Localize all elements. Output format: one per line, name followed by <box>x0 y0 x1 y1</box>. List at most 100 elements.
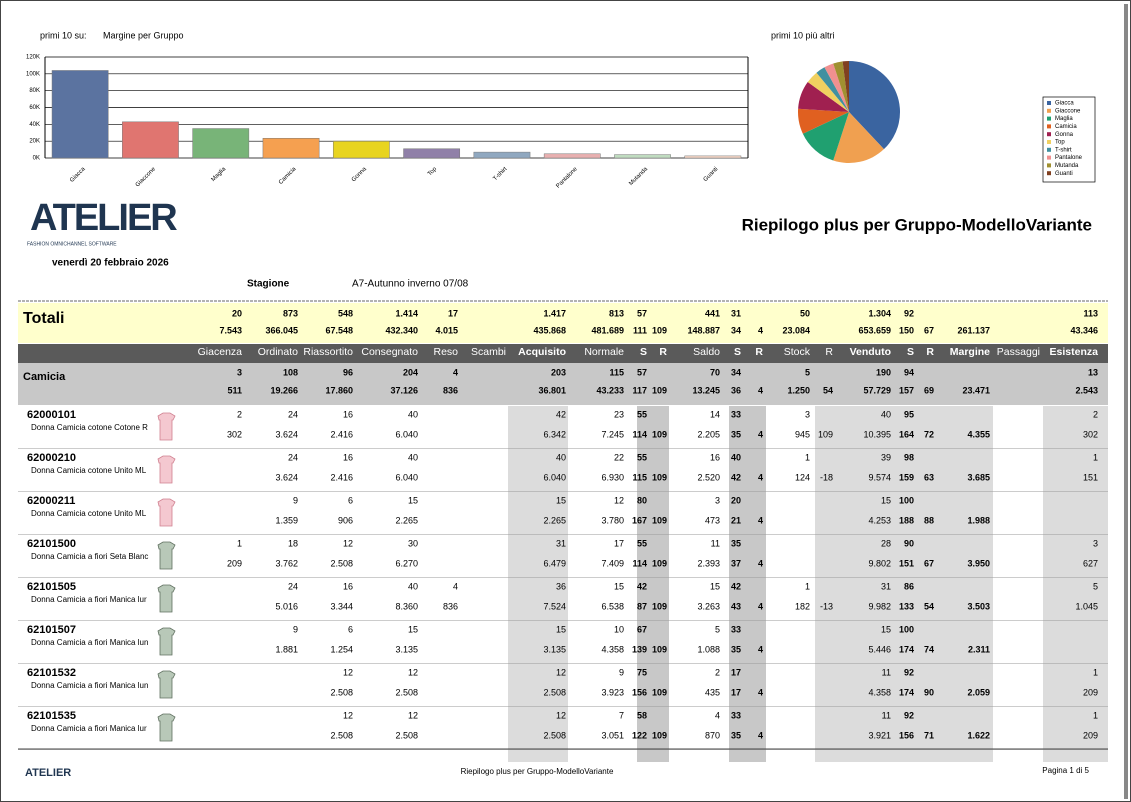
table-cell: 302 <box>1083 429 1098 439</box>
table-cell: 653.659 <box>858 325 891 335</box>
table-cell: 435 <box>705 687 720 697</box>
bar <box>684 155 742 159</box>
column-header: S <box>640 346 647 358</box>
table-cell: 3 <box>805 409 810 419</box>
table-cell: 90 <box>904 538 914 548</box>
table-cell: 139 <box>632 644 647 654</box>
table-cell: 12 <box>614 495 624 505</box>
table-cell: 3.762 <box>275 558 298 568</box>
table-cell: 6 <box>348 495 353 505</box>
table-cell: 2 <box>1093 409 1098 419</box>
table-cell: 4 <box>453 367 458 377</box>
table-cell: 100 <box>899 624 914 634</box>
table-cell: 24 <box>288 452 298 462</box>
table-cell: 174 <box>899 644 914 654</box>
table-cell: 5 <box>715 624 720 634</box>
table-cell: 2.416 <box>330 429 353 439</box>
table-cell: 12 <box>556 667 566 677</box>
product-code: 62101507 <box>27 624 76 636</box>
pie-slice <box>807 72 849 112</box>
table-cell: 906 <box>338 515 353 525</box>
table-cell: 12 <box>343 538 353 548</box>
table-cell: 7 <box>619 710 624 720</box>
table-cell: 87 <box>637 601 647 611</box>
table-cell: 6.040 <box>395 472 418 482</box>
product-code: 62101532 <box>27 667 76 679</box>
table-cell: 2.508 <box>330 558 353 568</box>
table-cell: 1.304 <box>868 308 891 318</box>
product-code: 62101500 <box>27 538 76 550</box>
table-cell: 3 <box>715 495 720 505</box>
table-cell: 35 <box>731 538 741 548</box>
table-cell: 3 <box>1093 538 1098 548</box>
pie-title: primi 10 più altri <box>771 30 835 40</box>
table-cell: 34 <box>731 325 741 335</box>
column-header: R <box>755 346 763 358</box>
product-description: Donna Camicia a fiori Manica lur <box>31 724 147 733</box>
table-cell: 43 <box>731 601 741 611</box>
column-band <box>729 406 766 762</box>
table-cell: 22 <box>614 452 624 462</box>
table-cell: 12 <box>343 667 353 677</box>
pie-slice <box>833 112 884 164</box>
table-cell: 4 <box>758 429 763 439</box>
group-label: Camicia <box>23 371 66 383</box>
table-cell: 3.950 <box>967 558 990 568</box>
pie-slice <box>842 61 849 112</box>
table-cell: 3.780 <box>601 515 624 525</box>
column-header: S <box>907 346 914 358</box>
table-cell: 3.135 <box>543 644 566 654</box>
table-cell: 1 <box>805 452 810 462</box>
table-cell: 1 <box>1093 710 1098 720</box>
bar <box>403 148 461 159</box>
table-cell: 435.868 <box>533 325 566 335</box>
table-cell: 15 <box>614 581 624 591</box>
column-header: Ordinato <box>258 346 298 358</box>
product-image <box>157 498 176 527</box>
table-cell: 55 <box>637 538 647 548</box>
column-header: Stock <box>784 346 811 358</box>
table-cell: 111 <box>633 325 647 335</box>
product-code: 62101505 <box>27 581 76 593</box>
table-cell: 1.622 <box>967 730 990 740</box>
table-cell: 204 <box>403 367 418 377</box>
table-cell: 109 <box>652 644 667 654</box>
season-label: Stagione <box>247 279 290 290</box>
table-cell: 115 <box>632 472 647 482</box>
table-cell: 109 <box>818 429 833 439</box>
table-cell: 209 <box>1083 687 1098 697</box>
table-cell: 302 <box>227 429 242 439</box>
table-cell: 16 <box>343 452 353 462</box>
table-cell: 3.923 <box>601 687 624 697</box>
table-cell: 2.508 <box>395 687 418 697</box>
table-cell: 6.342 <box>543 429 566 439</box>
table-cell: 94 <box>904 367 914 377</box>
table-cell: 23.084 <box>782 325 810 335</box>
table-cell: 7.409 <box>601 558 624 568</box>
table-cell: 40 <box>408 581 418 591</box>
table-cell: 4 <box>758 385 763 395</box>
table-cell: 36.801 <box>538 385 566 395</box>
table-cell: 4 <box>758 558 763 568</box>
table-cell: 67.548 <box>325 325 353 335</box>
table-cell: 15 <box>408 624 418 634</box>
legend-swatch <box>1047 147 1051 152</box>
report-title: Riepilogo plus per Gruppo-ModelloVariant… <box>742 215 1092 234</box>
product-image <box>157 713 176 742</box>
table-cell: 6.040 <box>543 472 566 482</box>
table-cell: 42 <box>731 581 741 591</box>
table-cell: 813 <box>609 308 624 318</box>
column-header: Passaggi <box>997 346 1040 358</box>
table-cell: 54 <box>924 601 934 611</box>
column-header: R <box>659 346 667 358</box>
table-cell: 17 <box>614 538 624 548</box>
table-cell: 15 <box>881 624 891 634</box>
table-cell: 40 <box>731 452 741 462</box>
legend-label: Guanti <box>1055 171 1073 177</box>
legend-label: Pantalone <box>1055 155 1083 161</box>
y-tick-label: 120K <box>26 55 40 61</box>
table-cell: 4 <box>453 581 458 591</box>
table-cell: 42 <box>556 409 566 419</box>
table-cell: 6.040 <box>395 429 418 439</box>
bar <box>614 154 671 159</box>
